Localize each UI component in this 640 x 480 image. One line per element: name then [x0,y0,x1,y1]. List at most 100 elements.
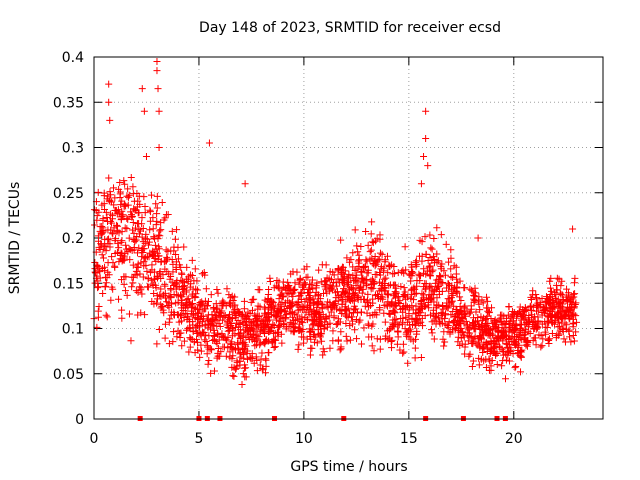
y-axis-label: SRMTID / TECUs [7,182,23,295]
data-point [396,299,404,307]
data-point [391,301,399,309]
data-point [155,252,163,260]
data-point [549,296,557,304]
data-point [454,333,462,341]
data-point [123,192,131,200]
data-point [109,230,117,238]
data-point [167,308,175,316]
data-point [202,285,210,293]
data-point [295,292,303,300]
data-point [503,314,511,322]
data-point [222,352,230,360]
data-point [209,336,217,344]
data-point [275,278,283,286]
data-point [187,280,195,288]
data-point [239,312,247,320]
data-point [325,287,333,295]
data-point [432,320,440,328]
data-point [289,323,297,331]
data-point [364,266,372,274]
data-point [419,322,427,330]
data-point [404,359,412,367]
data-point [103,313,111,321]
data-point [286,303,294,311]
data-point [539,335,547,343]
data-point [322,261,330,269]
data-point [269,298,277,306]
data-point [405,310,413,318]
data-point [440,267,448,275]
data-point [310,338,318,346]
data-point [509,317,517,325]
data-point [215,319,223,327]
data-point [364,241,372,249]
data-point [297,318,305,326]
data-point [360,295,368,303]
data-point [512,362,520,370]
data-point [323,274,331,282]
data-point [250,295,258,303]
data-point [101,267,109,275]
data-point [532,295,540,303]
data-point [153,272,161,280]
data-point [365,303,373,311]
data-point [236,334,244,342]
y-tick-label: 0.2 [62,231,84,247]
data-point [425,263,433,271]
data-point [215,308,223,316]
data-point [340,285,348,293]
data-point [346,309,354,317]
data-point [323,302,331,310]
data-point [138,253,146,261]
data-point [518,313,526,321]
data-point [234,308,242,316]
data-point [135,244,143,252]
data-point [497,334,505,342]
data-point [202,331,210,339]
data-point [133,189,141,197]
data-point [523,319,531,327]
data-point [229,345,237,353]
data-point [358,267,366,275]
data-point [167,247,175,255]
data-point [417,354,425,362]
data-point [387,337,395,345]
data-point [342,332,350,340]
data-point [457,297,465,305]
data-point [505,303,513,311]
data-point [294,306,302,314]
data-point [264,349,272,357]
data-point [502,321,510,329]
data-point [532,307,540,315]
data-point [106,243,114,251]
data-point [94,284,102,292]
data-point [278,339,286,347]
y-tick-label: 0.1 [62,322,84,338]
data-point [356,316,364,324]
data-point [426,262,434,270]
data-point [113,248,121,256]
data-point [224,318,232,326]
data-point [413,330,421,338]
data-point [185,348,193,356]
data-point [537,343,545,351]
data-point [521,328,529,336]
data-point [272,312,280,320]
data-point [306,280,314,288]
grid-lines [94,57,603,419]
data-point [498,362,506,370]
data-point [461,350,469,358]
data-point [428,268,436,276]
data-point [466,308,474,316]
data-point [118,306,126,314]
data-point [101,273,109,281]
data-point [134,311,142,319]
data-point [384,291,392,299]
data-point [517,336,525,344]
data-point [483,312,491,320]
data-point [544,336,552,344]
data-point [373,335,381,343]
data-point [293,311,301,319]
data-point [458,329,466,337]
data-point [409,337,417,345]
